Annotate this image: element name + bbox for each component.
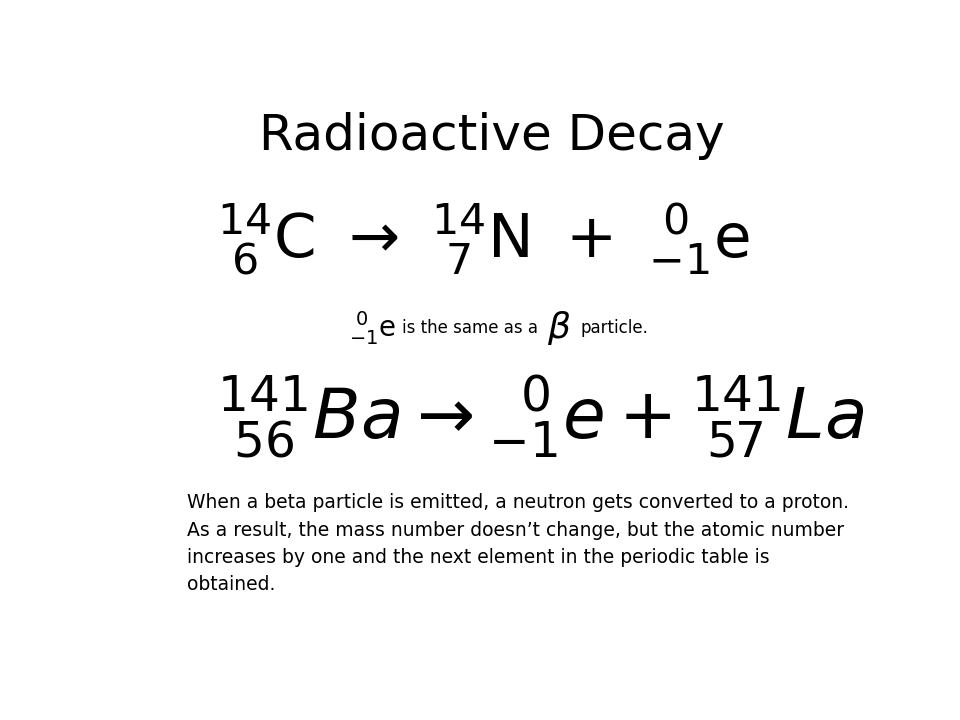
Text: particle.: particle.: [581, 318, 649, 336]
Text: $^{\ 0}_{-1}\mathrm{e}$: $^{\ 0}_{-1}\mathrm{e}$: [349, 309, 396, 346]
Text: is the same as a: is the same as a: [401, 318, 538, 336]
Text: When a beta particle is emitted, a neutron gets converted to a proton.
As a resu: When a beta particle is emitted, a neutr…: [187, 493, 849, 594]
Text: $\mathregular{^{14}_{\ 6}C\ \rightarrow\ ^{14}_{\ 7}N\ +\ ^{\ 0}_{-1}e}$: $\mathregular{^{14}_{\ 6}C\ \rightarrow\…: [217, 201, 750, 276]
Text: $^{141}_{\ 56}\mathit{Ba}\rightarrow^{\ \ 0}_{-1}\mathit{e}+^{141}_{\ 57}\mathit: $^{141}_{\ 56}\mathit{Ba}\rightarrow^{\ …: [217, 373, 864, 459]
Text: $\beta$: $\beta$: [547, 309, 571, 346]
Text: Radioactive Decay: Radioactive Decay: [259, 112, 725, 161]
